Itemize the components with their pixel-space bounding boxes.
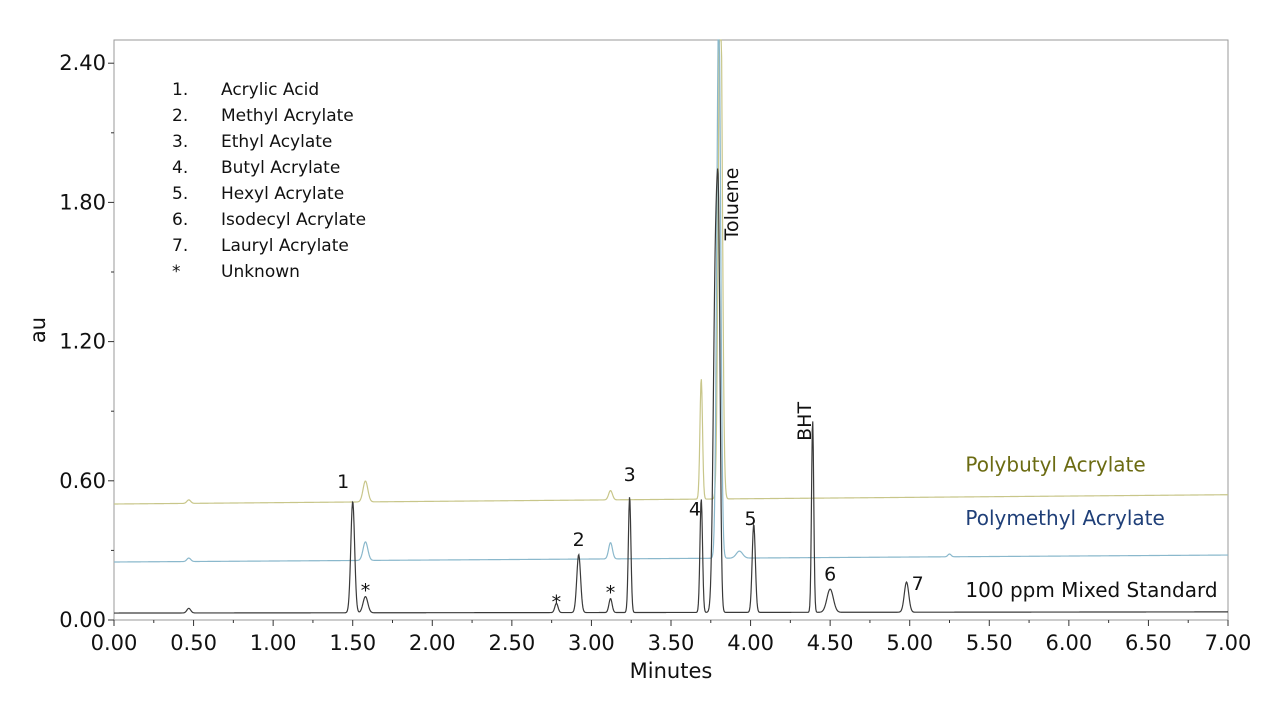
legend-key: 6. <box>172 210 188 230</box>
x-tick-label: 4.00 <box>727 631 774 655</box>
trace-label: Polybutyl Acrylate <box>965 453 1145 477</box>
x-axis: 0.00 0.50 1.00 1.50 2.00 2.50 3.00 3.50 4.00 4.50… <box>91 620 1252 655</box>
x-tick-label: 6.50 <box>1125 631 1172 655</box>
trace-100-ppm-mixed-standard <box>114 168 1228 614</box>
y-axis: 0.00 0.60 1.20 1.80 2.40 <box>59 51 114 632</box>
x-tick-label: 7.00 <box>1205 631 1252 655</box>
peak-labels: 1 * * 2 * 3 4 5 6 7 Toluene BHT <box>337 168 924 614</box>
legend-label: Unknown <box>221 262 300 282</box>
legend-key: 4. <box>172 158 188 178</box>
legend-key: * <box>172 262 181 282</box>
legend-key: 2. <box>172 106 188 126</box>
peak-label-2: 2 <box>573 529 585 551</box>
peak-label-3: 3 <box>624 464 636 486</box>
legend-key: 1. <box>172 80 188 100</box>
x-tick-label: 2.00 <box>409 631 456 655</box>
unknown-peak-label: * <box>361 580 371 602</box>
legend-key: 3. <box>172 132 188 152</box>
peak-label-4: 4 <box>689 499 701 521</box>
plot-frame <box>113 39 1229 621</box>
unknown-peak-label: * <box>552 591 562 613</box>
x-tick-label: 3.00 <box>568 631 615 655</box>
legend-key: 7. <box>172 236 188 256</box>
y-tick-label: 1.20 <box>59 330 106 354</box>
compound-label-bht: BHT <box>794 402 816 441</box>
legend-label: Acrylic Acid <box>221 80 319 100</box>
trace-polybutyl-acrylate <box>114 39 1228 505</box>
y-axis-title: au <box>26 317 50 343</box>
legend-label: Ethyl Acylate <box>221 132 332 152</box>
trace-label: 100 ppm Mixed Standard <box>965 578 1217 602</box>
x-axis-title: Minutes <box>630 659 713 683</box>
y-tick-label: 2.40 <box>59 51 106 75</box>
x-tick-label: 0.50 <box>170 631 217 655</box>
legend-label: Lauryl Acrylate <box>221 236 349 256</box>
peak-label-6: 6 <box>824 564 836 586</box>
trace-polymethyl-acrylate <box>114 39 1228 563</box>
x-tick-label: 3.50 <box>648 631 695 655</box>
x-tick-label: 2.50 <box>488 631 535 655</box>
unknown-peak-label: * <box>606 582 616 604</box>
trace-label: Polymethyl Acrylate <box>965 506 1164 530</box>
x-tick-label: 1.50 <box>329 631 376 655</box>
x-tick-label: 0.00 <box>91 631 138 655</box>
peak-label-7: 7 <box>912 573 924 595</box>
y-tick-label: 1.80 <box>59 190 106 214</box>
peak-label-1: 1 <box>337 471 349 493</box>
compound-label-toluene: Toluene <box>721 168 743 242</box>
legend-label: Butyl Acrylate <box>221 158 340 178</box>
trace-labels: Polybutyl Acrylate Polymethyl Acrylate 100… <box>965 453 1217 602</box>
x-tick-label: 4.50 <box>807 631 854 655</box>
peak-label-5: 5 <box>745 508 757 530</box>
traces <box>114 39 1228 614</box>
legend-label: Isodecyl Acrylate <box>221 210 366 230</box>
x-tick-label: 5.00 <box>886 631 933 655</box>
legend: 1. Acrylic Acid 2. Methyl Acrylate 3. Ethyl A… <box>172 80 366 282</box>
x-tick-label: 1.00 <box>250 631 297 655</box>
legend-key: 5. <box>172 184 188 204</box>
y-tick-label: 0.60 <box>59 469 106 493</box>
legend-label: Hexyl Acrylate <box>221 184 344 204</box>
x-tick-label: 6.00 <box>1045 631 1092 655</box>
legend-label: Methyl Acrylate <box>221 106 354 126</box>
y-tick-label: 0.00 <box>59 608 106 632</box>
x-tick-label: 5.50 <box>966 631 1013 655</box>
